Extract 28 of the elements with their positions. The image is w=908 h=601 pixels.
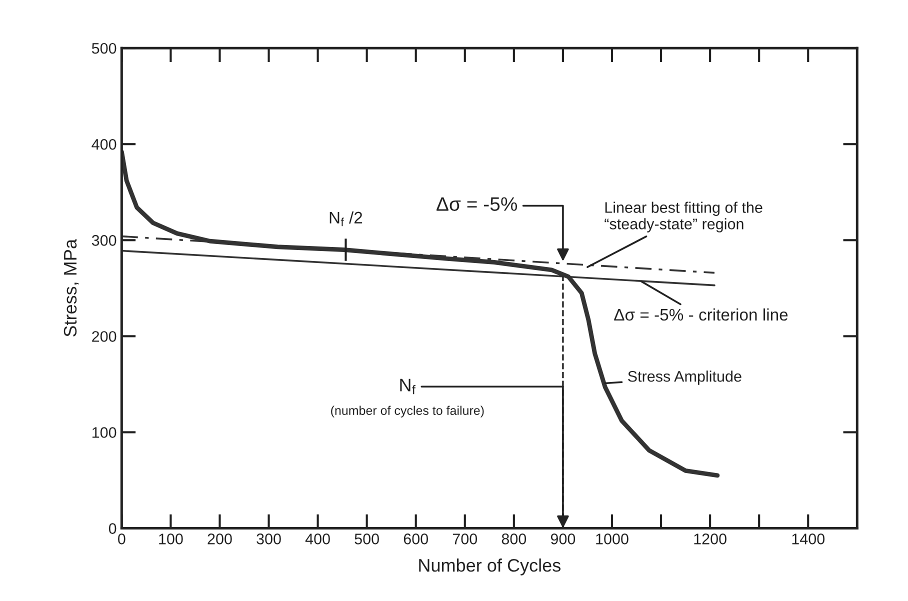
y-axis-title: Stress, MPa bbox=[64, 239, 79, 337]
x-tick-label: 700 bbox=[452, 534, 478, 544]
y-tick-label: 500 bbox=[92, 42, 116, 54]
annotation: Δσ = -5% - criterion line bbox=[614, 308, 788, 321]
x-tick-label: 400 bbox=[305, 534, 330, 544]
x-tick-label: 900 bbox=[550, 534, 576, 544]
y-tick-label: 300 bbox=[92, 235, 116, 246]
x-tick-label: 0 bbox=[118, 534, 126, 544]
x-tick-label: 1400 bbox=[792, 534, 825, 544]
annotation: (number of cycles to failure) bbox=[331, 406, 484, 418]
x-tick-label: 100 bbox=[159, 534, 183, 544]
x-tick-label: 300 bbox=[256, 534, 281, 544]
annotation: N$_{f}$ bbox=[400, 378, 416, 394]
x-tick-label: 600 bbox=[404, 534, 428, 544]
y-tick-label: 400 bbox=[92, 138, 116, 150]
annotation: N$_{f}$ /2 bbox=[330, 211, 362, 226]
x-tick-label: 800 bbox=[502, 534, 526, 544]
y-tick-label: 100 bbox=[92, 427, 116, 438]
annotation: Linear best fitting of the “steady-state” region bbox=[604, 202, 762, 232]
x-tick-label: 1000 bbox=[596, 534, 628, 544]
annotation: Stress Amplitude bbox=[628, 370, 742, 385]
x-tick-label: 200 bbox=[208, 534, 232, 544]
annotation: Δσ = -5% bbox=[436, 197, 518, 211]
x-axis-title: Number of Cycles bbox=[419, 558, 561, 576]
y-tick-label: 0 bbox=[108, 523, 116, 534]
x-tick-label: 500 bbox=[354, 534, 379, 544]
y-tick-label: 200 bbox=[92, 331, 116, 342]
x-tick-label: 1200 bbox=[694, 534, 726, 544]
